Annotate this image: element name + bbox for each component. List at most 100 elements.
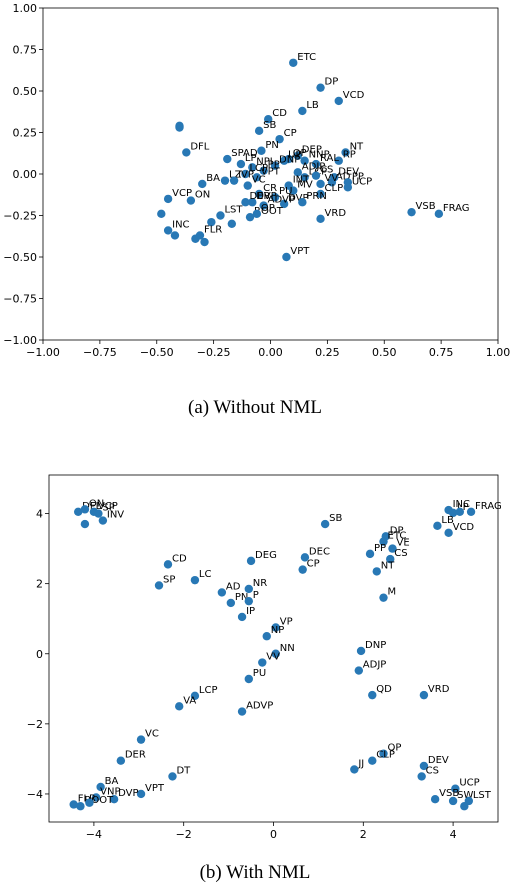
data-point	[419, 690, 429, 700]
x-tick-label: −0.75	[83, 346, 117, 359]
data-point	[275, 134, 284, 144]
data-point	[311, 159, 321, 169]
point-label: VSB	[439, 788, 459, 799]
point-label: DP	[390, 525, 404, 536]
point-label: UCP	[459, 778, 479, 789]
data-point	[236, 159, 246, 169]
data-point	[220, 176, 230, 185]
point-label: ADJP	[302, 161, 326, 172]
y-tick-label: 0	[36, 648, 43, 661]
data-point	[316, 179, 325, 189]
data-point	[229, 176, 239, 185]
point-label: AD	[226, 581, 241, 592]
point-label: ADVP	[246, 701, 273, 712]
x-tick-label: −4	[86, 828, 102, 841]
data-point	[241, 169, 250, 179]
data-point	[455, 507, 465, 517]
point-label: FRAG	[443, 203, 470, 214]
data-point	[365, 549, 375, 559]
point-label: CP	[307, 559, 320, 570]
point-label: QD	[376, 684, 392, 695]
point-label: ROOT	[254, 206, 284, 217]
data-point	[419, 761, 429, 771]
data-point	[433, 521, 442, 531]
point-label: LC	[199, 569, 212, 580]
data-point	[246, 556, 256, 566]
point-label: DEC	[309, 546, 330, 557]
y-tick-label: −0.25	[3, 210, 37, 223]
data-point	[254, 126, 264, 136]
data-point	[259, 201, 268, 210]
point-label: CR	[263, 183, 277, 194]
data-point	[244, 596, 254, 606]
data-point	[368, 690, 377, 700]
point-label: VPT	[261, 166, 281, 177]
data-point	[417, 772, 426, 781]
data-point	[244, 674, 254, 684]
point-label: CLP	[325, 183, 344, 194]
data-point	[175, 702, 184, 711]
point-label: DVP	[288, 193, 308, 204]
point-label: CD	[172, 553, 187, 564]
point-label: NPI	[256, 156, 272, 167]
data-point	[270, 161, 280, 170]
point-label: DNP	[279, 155, 300, 166]
data-point	[289, 58, 298, 67]
point-label: CLP	[376, 750, 395, 761]
point-label: NN	[280, 643, 295, 654]
data-point	[270, 193, 280, 202]
point-label: SB	[263, 120, 276, 131]
x-tick-label: 0.75	[429, 346, 454, 359]
data-point	[293, 151, 302, 160]
data-point	[163, 194, 173, 204]
data-point	[252, 209, 262, 219]
data-point	[279, 156, 289, 165]
data-point	[163, 560, 173, 569]
data-point	[257, 146, 266, 155]
y-tick-label: −1.00	[3, 334, 37, 347]
data-point	[227, 219, 237, 228]
data-point	[448, 508, 458, 518]
point-label: CS	[426, 765, 439, 776]
data-point	[116, 756, 126, 765]
data-point	[341, 148, 350, 157]
point-label: PU	[279, 186, 292, 197]
data-point	[69, 800, 78, 809]
data-point	[279, 199, 289, 209]
data-point	[76, 802, 85, 811]
point-label: SPAD	[231, 148, 258, 159]
data-point	[200, 237, 209, 247]
data-point	[170, 231, 180, 240]
data-point	[254, 189, 264, 199]
point-label: DER	[125, 750, 146, 761]
data-point	[237, 612, 247, 622]
point-label: LCP	[309, 166, 328, 177]
data-point	[258, 658, 267, 667]
data-point	[368, 756, 377, 765]
data-point	[96, 782, 105, 792]
point-label: PP	[268, 160, 280, 171]
point-label: VNP	[100, 786, 120, 797]
data-point	[388, 544, 397, 553]
x-tick-label: 0.50	[372, 346, 397, 359]
point-label: FLR	[78, 793, 96, 804]
point-label: INC	[172, 219, 189, 230]
point-label: PP	[374, 543, 386, 554]
y-tick-label: 4	[36, 508, 43, 521]
point-label: VRD	[325, 208, 347, 219]
point-label: M	[388, 587, 397, 598]
point-label: DNP	[365, 640, 386, 651]
data-point	[98, 516, 108, 525]
data-point	[182, 148, 191, 157]
point-label: VPT	[290, 246, 310, 257]
point-label: ADJP	[363, 660, 387, 671]
point-label: QP	[388, 743, 402, 754]
point-label: DP	[325, 77, 339, 88]
y-tick-label: 2	[36, 578, 43, 591]
point-label: VCD	[343, 90, 365, 101]
point-label: VV	[325, 173, 339, 184]
point-label: ADVP	[268, 195, 295, 206]
point-label: P	[253, 590, 259, 601]
data-point	[379, 593, 388, 602]
x-tick-label: −1.00	[26, 346, 60, 359]
